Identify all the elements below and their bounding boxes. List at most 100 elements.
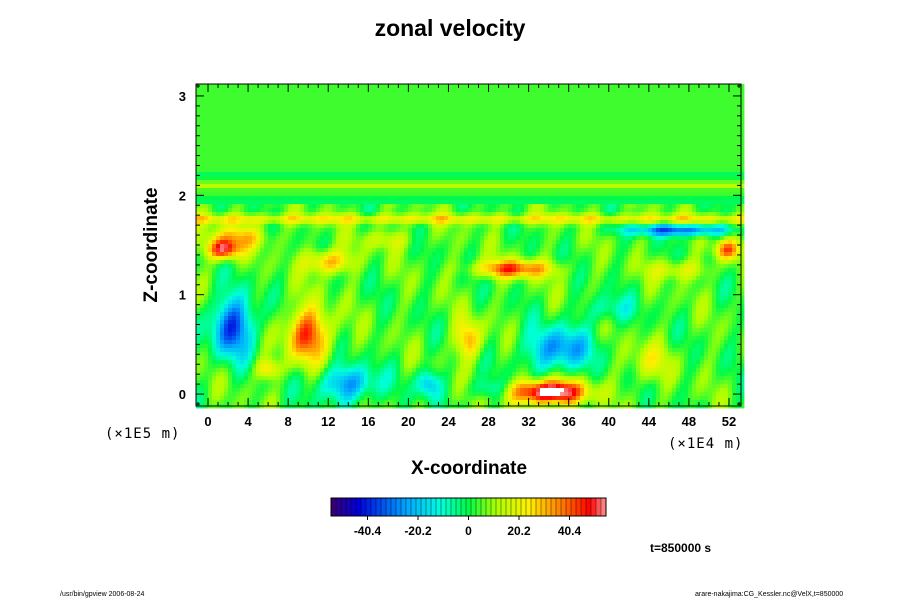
heatmap-cell [656,104,661,109]
heatmap-cell [388,148,393,153]
heatmap-cell [396,180,401,185]
heatmap-cell [388,220,393,225]
heatmap-cell [208,116,213,121]
heatmap-cell [236,228,241,233]
heatmap-cell [316,188,321,193]
heatmap-cell [388,228,393,233]
heatmap-cell [648,212,653,217]
heatmap-cell [636,152,641,157]
heatmap-cell [644,116,649,121]
heatmap-cell [324,168,329,173]
heatmap-cell [276,192,281,197]
heatmap-cell [648,128,653,133]
heatmap-cell [520,144,525,149]
heatmap-cell [268,228,273,233]
heatmap-cell [520,96,525,101]
heatmap-cell [520,188,525,193]
heatmap-cell [420,116,425,121]
heatmap-cell [656,144,661,149]
heatmap-cell [684,140,689,145]
heatmap-cell [636,184,641,189]
heatmap-cell [416,220,421,225]
heatmap-cell [708,212,713,217]
heatmap-cell [408,192,413,197]
heatmap-cell [440,180,445,185]
heatmap-cell [196,220,201,225]
heatmap-cell [600,144,605,149]
heatmap-cell [412,196,417,201]
heatmap-cell [692,188,697,193]
heatmap-cell [528,216,533,221]
heatmap-cell [484,112,489,117]
heatmap-cell [732,156,737,161]
heatmap-cell [708,224,713,229]
heatmap-cell [424,160,429,165]
heatmap-cell [288,140,293,145]
heatmap-cell [484,156,489,161]
heatmap-cell [572,88,577,93]
heatmap-cell [632,196,637,201]
heatmap-cell [264,140,269,145]
heatmap-cell [552,116,557,121]
heatmap-cell [328,148,333,153]
heatmap-cell [592,184,597,189]
heatmap-cell [200,144,205,149]
heatmap-cell [380,140,385,145]
heatmap-cell [504,196,509,201]
heatmap-cell [212,192,217,197]
heatmap-cell [480,188,485,193]
heatmap-cell [304,112,309,117]
heatmap-cell [444,160,449,165]
heatmap-cell [728,188,733,193]
heatmap-cell [260,144,265,149]
heatmap-cell [264,96,269,101]
heatmap-cell [228,196,233,201]
heatmap-cell [312,212,317,217]
heatmap-cell [452,128,457,133]
heatmap-cell [628,124,633,129]
heatmap-cell [556,144,561,149]
heatmap-cell [228,108,233,113]
heatmap-cell [404,104,409,109]
heatmap-cell [324,124,329,129]
heatmap-cell [648,100,653,105]
heatmap-cell [472,128,477,133]
heatmap-cell [340,208,345,213]
heatmap-cell [520,92,525,97]
heatmap-cell [404,196,409,201]
heatmap-cell [564,120,569,125]
heatmap-cell [440,120,445,125]
heatmap-cell [676,212,681,217]
heatmap-cell [600,84,605,89]
heatmap-cell [496,164,501,169]
heatmap-cell [476,124,481,129]
heatmap-cell [632,152,637,157]
heatmap-cell [280,108,285,113]
heatmap-cell [528,188,533,193]
heatmap-cell [356,180,361,185]
heatmap-cell [376,96,381,101]
heatmap-cell [508,160,513,165]
heatmap-cell [424,124,429,129]
heatmap-cell [340,152,345,157]
heatmap-cell [588,192,593,197]
heatmap-cell [692,200,697,205]
heatmap-cell [444,188,449,193]
heatmap-cell [452,196,457,201]
heatmap-cell [220,124,225,129]
heatmap-cell [660,148,665,153]
heatmap-cell [612,188,617,193]
heatmap-cell [296,212,301,217]
heatmap-cell [676,112,681,117]
heatmap-cell [356,100,361,105]
heatmap-cell [552,212,557,217]
heatmap-cell [500,84,505,89]
heatmap-cell [664,96,669,101]
heatmap-cell [688,212,693,217]
heatmap-cell [668,156,673,161]
heatmap-cell [468,224,473,229]
heatmap-cell [308,212,313,217]
heatmap-cell [640,88,645,93]
heatmap-cell [732,100,737,105]
heatmap-cell [424,120,429,125]
